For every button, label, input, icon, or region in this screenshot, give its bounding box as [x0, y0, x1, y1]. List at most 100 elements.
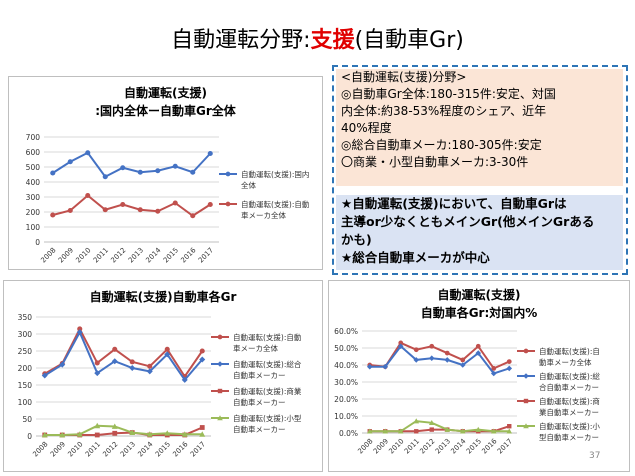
y-tick-label: 150: [18, 381, 33, 390]
data-point: [490, 428, 497, 434]
data-point: [172, 200, 178, 206]
x-tick-label: 2015: [465, 437, 483, 455]
x-tick-label: 2009: [57, 246, 75, 264]
data-point: [414, 429, 419, 434]
x-tick-label: 2009: [49, 440, 67, 458]
data-point: [428, 420, 435, 426]
data-point: [199, 431, 206, 437]
slide-title-suffix: (自動車Gr): [354, 28, 464, 53]
data-point: [444, 357, 451, 363]
x-tick-label: 2017: [189, 440, 207, 458]
data-point: [523, 398, 529, 404]
data-point: [459, 428, 466, 434]
x-tick-label: 2016: [171, 440, 190, 459]
data-point: [190, 213, 196, 219]
data-point: [506, 428, 513, 434]
summary-line: 〇商業・小型自動車メーカ:3-30件: [341, 155, 529, 169]
data-point: [155, 168, 161, 174]
x-tick-label: 2011: [92, 246, 110, 264]
legend-label: 合自動車メーカー: [539, 382, 599, 392]
y-tick-label: 0: [27, 432, 32, 441]
data-point: [366, 428, 373, 434]
data-point: [398, 340, 404, 346]
y-tick-label: 30.0%: [334, 378, 358, 387]
data-point: [475, 426, 482, 432]
y-tick-label: 100: [26, 223, 41, 232]
data-point: [413, 347, 419, 353]
data-point: [85, 192, 91, 199]
x-tick-label: 2009: [372, 437, 390, 455]
x-tick-label: 2017: [496, 437, 514, 455]
series-line: [369, 420, 510, 433]
data-point: [181, 431, 188, 437]
data-point: [77, 326, 83, 332]
legend-label: 自動運転(支援):総: [539, 371, 600, 381]
legend-label: 自動運転(支援):商業: [233, 386, 302, 396]
x-tick-label: 2014: [449, 437, 468, 456]
data-point: [459, 362, 466, 368]
slide-title-main: 自動運転分野:: [171, 28, 311, 53]
y-tick-label: 20.0%: [334, 395, 358, 404]
legend-label: 自動車メーカー: [233, 424, 286, 434]
data-point: [94, 360, 100, 366]
highlight-line: 主導or少なくともメインGr(他メインGrある: [341, 214, 595, 229]
data-point: [50, 170, 56, 176]
data-point: [129, 429, 136, 435]
summary-box: <自動運転(支援)分野> ◎自動車Gr全体:180-315件:安定、対国 内全体…: [332, 65, 628, 275]
legend-label: 全体: [241, 180, 256, 190]
y-tick-label: 350: [18, 313, 33, 322]
data-point: [507, 424, 512, 429]
x-tick-label: 2014: [136, 440, 155, 459]
data-point: [172, 163, 178, 169]
data-point: [207, 150, 213, 157]
chart-panel-total: 自動運転(支援) :国内全体ー自動車Gr全体 0 100 200 300 400 500 6…: [8, 76, 323, 270]
x-tick-label: 2015: [162, 246, 180, 264]
x-tick-label: 2014: [144, 246, 163, 265]
y-tick-label: 0.0%: [339, 429, 358, 438]
x-tick-label: 2013: [127, 246, 145, 264]
legend-label: 車メーカ全体: [233, 343, 278, 353]
data-point: [523, 348, 529, 354]
summary-line: 40%程度: [341, 121, 392, 135]
data-point: [225, 201, 231, 207]
data-point: [199, 425, 205, 430]
legend-label: 自動運転(支援):自動: [233, 332, 302, 342]
legend-label: 自動運転(支援):総合: [233, 359, 302, 369]
summary-line: ◎総合自動車メーカ:180-305件:安定: [341, 138, 542, 152]
x-tick-label: 2008: [39, 246, 57, 264]
data-point: [429, 343, 435, 349]
series-line: [52, 194, 211, 217]
data-point: [491, 366, 497, 371]
x-tick-label: 2010: [66, 440, 84, 458]
data-point: [429, 427, 434, 432]
series-line: [369, 344, 510, 375]
data-point: [129, 359, 135, 365]
data-point: [147, 363, 153, 369]
legend-label: 型自動車メーカー: [539, 432, 599, 442]
data-point: [225, 171, 231, 177]
highlight-line: ★自動運転(支援)において、自動車Grは: [341, 196, 567, 211]
chart-title: 自動運転(支援)自動車各Gr: [89, 290, 237, 304]
highlight-line: かも): [341, 232, 372, 247]
data-point: [490, 370, 497, 377]
page-number: 37: [589, 451, 601, 461]
x-tick-label: 2013: [119, 440, 137, 458]
data-point: [146, 368, 153, 375]
data-point: [413, 418, 420, 424]
data-point: [120, 165, 126, 171]
data-point: [164, 346, 170, 352]
x-tick-label: 2011: [403, 437, 421, 455]
y-tick-label: 600: [26, 148, 41, 157]
data-point: [137, 169, 143, 175]
data-point: [217, 334, 223, 340]
data-point: [111, 423, 118, 429]
data-point: [41, 431, 48, 438]
chart-subtitle: 自動車各Gr:対国内%: [420, 306, 538, 320]
legend-label: 動車メーカ全体: [539, 357, 592, 367]
summary-line: <自動運転(支援)分野>: [341, 70, 467, 84]
series-line: [44, 330, 204, 382]
data-point: [523, 423, 529, 429]
x-tick-label: 2008: [31, 440, 49, 458]
series-line: [369, 341, 510, 370]
x-tick-label: 2012: [101, 440, 119, 458]
